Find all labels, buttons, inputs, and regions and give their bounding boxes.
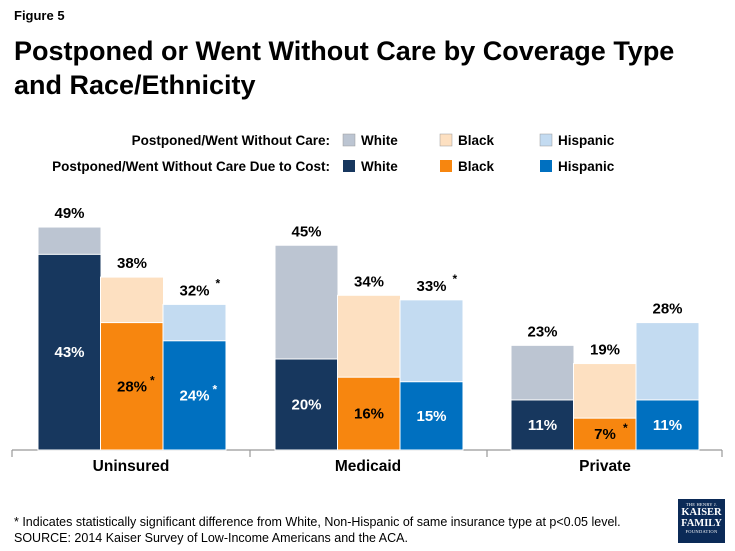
- bar-cost-medicaid-hispanic: [399, 381, 464, 451]
- sig-total-uninsured-hispanic: *: [216, 276, 221, 290]
- sig-cost-private-black: *: [623, 421, 628, 435]
- logo-line-4: FOUNDATION: [685, 529, 718, 534]
- sig-cost-uninsured-black: *: [150, 373, 155, 387]
- legend-swatch-cost-hispanic: [540, 160, 552, 172]
- label-total-medicaid-black: 34%: [354, 273, 384, 290]
- bar-cost-medicaid-white: [274, 358, 339, 451]
- sig-total-medicaid-hispanic: *: [453, 272, 458, 286]
- category-label-medicaid: Medicaid: [335, 458, 401, 475]
- legend-swatch-cost-white: [343, 160, 355, 172]
- bar-chart: Postponed/Went Without Care: White Black Hi…: [11, 133, 723, 475]
- label-cost-private-white: 11%: [528, 417, 557, 434]
- legend-label-cost-hispanic: Hispanic: [558, 159, 615, 174]
- chart-title: Postponed or Went Without Care by Covera…: [14, 36, 675, 100]
- legend-swatch-cost-black: [440, 160, 452, 172]
- label-cost-uninsured-hispanic: 24%: [179, 387, 209, 404]
- label-total-private-white: 23%: [527, 323, 557, 340]
- legend-label-total-hispanic: Hispanic: [558, 133, 615, 148]
- label-total-medicaid-hispanic: 33%: [416, 278, 446, 295]
- label-cost-medicaid-black: 16%: [354, 406, 384, 423]
- label-cost-private-hispanic: 11%: [653, 417, 682, 434]
- legend-row-label-1: Postponed/Went Without Care:: [132, 133, 330, 148]
- label-cost-medicaid-hispanic: 15%: [416, 408, 446, 425]
- label-total-private-black: 19%: [590, 342, 620, 359]
- legend-swatch-total-white: [342, 133, 356, 147]
- label-total-private-hispanic: 28%: [652, 301, 682, 318]
- source-note: SOURCE: 2014 Kaiser Survey of Low-Income…: [14, 531, 408, 545]
- bar-cost-private-black: [573, 417, 637, 451]
- bar-cost-uninsured-white: [37, 253, 102, 451]
- logo-line-3: FAMILY: [681, 518, 722, 529]
- label-total-uninsured-black: 38%: [117, 255, 147, 272]
- bar-cost-medicaid-black: [337, 376, 401, 451]
- bar-cost-uninsured-hispanic: [162, 340, 227, 451]
- legend-label-cost-white: White: [361, 159, 398, 174]
- label-cost-medicaid-white: 20%: [291, 397, 321, 414]
- label-total-uninsured-hispanic: 32%: [179, 282, 209, 299]
- logo-line-1: THE HENRY J.: [685, 502, 718, 507]
- legend-swatch-total-black: [439, 133, 453, 147]
- footnote: * Indicates statistically significant di…: [14, 514, 621, 546]
- sig-cost-uninsured-hispanic: *: [213, 382, 218, 396]
- logo-line-2: KAISER: [681, 507, 722, 518]
- kff-logo: THE HENRY J. KAISER FAMILY FOUNDATION: [678, 499, 725, 543]
- legend-row-label-2: Postponed/Went Without Care Due to Cost:: [52, 159, 330, 174]
- label-cost-uninsured-white: 43%: [54, 344, 84, 361]
- bar-cost-uninsured-black: [100, 322, 164, 451]
- significance-note: * Indicates statistically significant di…: [14, 515, 621, 529]
- legend-label-cost-black: Black: [458, 159, 495, 174]
- legend-label-total-white: White: [361, 133, 398, 148]
- label-total-uninsured-white: 49%: [54, 205, 84, 222]
- label-cost-private-black: 7%: [594, 426, 616, 443]
- label-cost-uninsured-black: 28%: [117, 378, 147, 395]
- label-total-medicaid-white: 45%: [291, 223, 321, 240]
- figure-label: Figure 5: [14, 8, 65, 23]
- category-label-private: Private: [579, 458, 631, 475]
- legend-label-total-black: Black: [458, 133, 495, 148]
- category-label-uninsured: Uninsured: [93, 458, 170, 475]
- bar-cost-private-hispanic: [635, 399, 700, 451]
- legend-swatch-total-hispanic: [539, 133, 553, 147]
